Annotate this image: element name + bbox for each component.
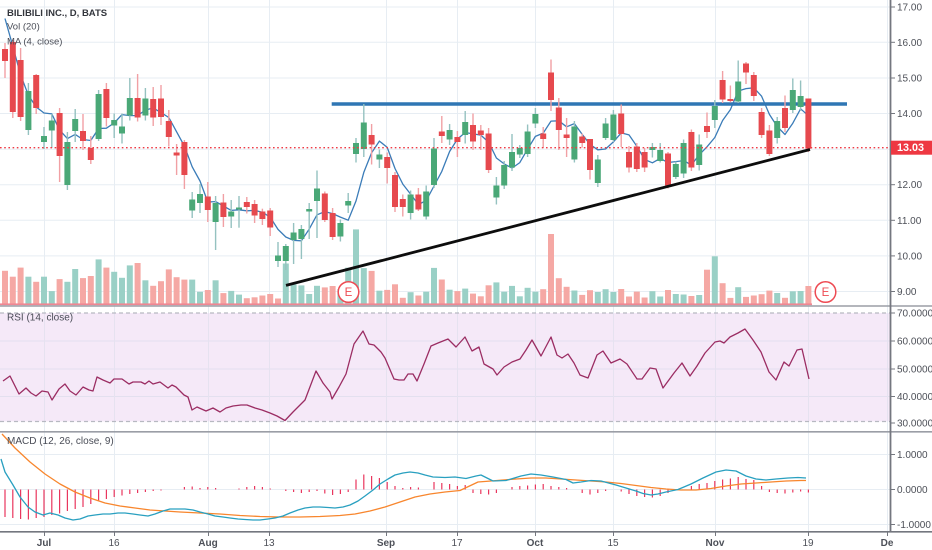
svg-text:Aug: Aug [198, 538, 217, 549]
svg-text:RSI (14, close): RSI (14, close) [7, 313, 73, 324]
svg-text:15: 15 [607, 538, 619, 549]
svg-text:1.0000: 1.0000 [897, 450, 928, 461]
svg-text:-1.0000: -1.0000 [897, 520, 931, 531]
svg-text:50.0000: 50.0000 [897, 365, 932, 376]
svg-text:Nov: Nov [706, 538, 725, 549]
svg-text:E: E [822, 287, 830, 299]
svg-text:MACD (12, 26, close, 9): MACD (12, 26, close, 9) [7, 436, 114, 447]
svg-text:12.00: 12.00 [897, 180, 922, 191]
svg-text:11.00: 11.00 [897, 216, 922, 227]
svg-text:0.0000: 0.0000 [897, 485, 928, 496]
svg-text:Vol (20): Vol (20) [7, 22, 40, 33]
svg-text:19: 19 [802, 538, 814, 549]
svg-text:De: De [881, 538, 894, 549]
svg-text:BILIBILI INC., D, BATS: BILIBILI INC., D, BATS [7, 8, 107, 19]
svg-text:17: 17 [451, 538, 463, 549]
svg-text:Oct: Oct [527, 538, 544, 549]
svg-text:13.03: 13.03 [897, 142, 924, 154]
svg-text:Jul: Jul [37, 538, 52, 549]
svg-text:60.0000: 60.0000 [897, 337, 932, 348]
svg-text:16.00: 16.00 [897, 38, 922, 49]
svg-text:70.0000: 70.0000 [897, 309, 932, 320]
svg-text:30.0000: 30.0000 [897, 419, 932, 430]
svg-text:40.0000: 40.0000 [897, 392, 932, 403]
svg-text:15.00: 15.00 [897, 74, 922, 85]
svg-text:10.00: 10.00 [897, 251, 922, 262]
svg-text:MA (4, close): MA (4, close) [7, 37, 62, 48]
svg-text:13: 13 [263, 538, 275, 549]
svg-text:E: E [345, 287, 353, 299]
svg-text:Sep: Sep [377, 538, 395, 549]
svg-text:14.00: 14.00 [897, 109, 922, 120]
svg-text:9.00: 9.00 [897, 287, 917, 298]
svg-text:17.00: 17.00 [897, 3, 922, 14]
svg-text:16: 16 [108, 538, 120, 549]
